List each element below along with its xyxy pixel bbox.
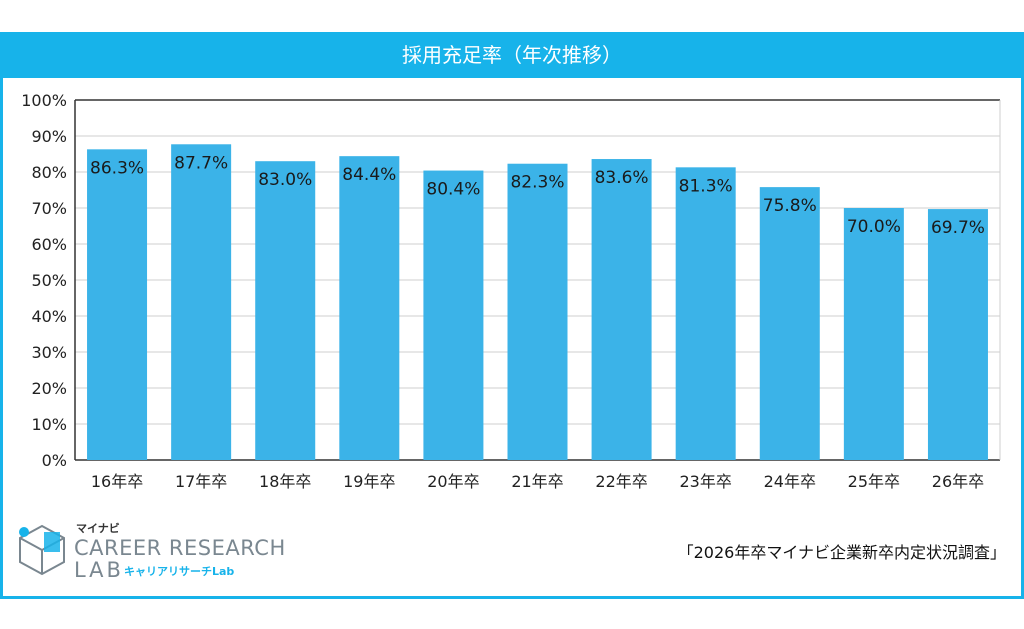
y-tick-label: 50% (31, 271, 67, 290)
bar (675, 167, 736, 460)
y-tick-label: 10% (31, 415, 67, 434)
y-tick-label: 20% (31, 379, 67, 398)
x-tick-label: 25年卒 (848, 472, 900, 491)
bar (255, 161, 316, 460)
y-tick-label: 90% (31, 127, 67, 146)
bar (423, 170, 484, 460)
bar (507, 163, 568, 460)
cube-logo-icon (19, 524, 65, 576)
x-tick-label: 26年卒 (932, 472, 984, 491)
bar (843, 208, 904, 460)
data-label: 75.8% (763, 196, 817, 216)
y-tick-label: 80% (31, 163, 67, 182)
x-tick-label: 19年卒 (343, 472, 395, 491)
data-label: 80.4% (426, 180, 480, 200)
y-tick-label: 0% (42, 451, 67, 470)
y-tick-label: 60% (31, 235, 67, 254)
x-tick-label: 20年卒 (427, 472, 479, 491)
x-tick-label: 16年卒 (91, 472, 143, 491)
bar (171, 144, 232, 460)
bar (339, 156, 400, 460)
bar (927, 209, 988, 460)
logo-line2: LAB (74, 558, 124, 582)
bar (759, 187, 820, 460)
x-tick-label: 24年卒 (764, 472, 816, 491)
data-label: 81.3% (679, 176, 733, 196)
x-tick-label: 17年卒 (175, 472, 227, 491)
x-tick-label: 22年卒 (595, 472, 647, 491)
data-label: 87.7% (174, 153, 228, 173)
logo-brand: マイナビ (76, 522, 120, 535)
x-tick-label: 21年卒 (511, 472, 563, 491)
data-label: 70.0% (847, 217, 901, 237)
bar (591, 159, 652, 461)
logo-line1: CAREER RESEARCH (74, 536, 286, 560)
y-tick-label: 40% (31, 307, 67, 326)
data-label: 69.7% (931, 218, 985, 238)
x-tick-label: 18年卒 (259, 472, 311, 491)
y-tick-label: 30% (31, 343, 67, 362)
data-label: 84.4% (342, 165, 396, 185)
source-note: 「2026年卒マイナビ企業新卒内定状況調査」 (677, 543, 1006, 562)
data-label: 82.3% (510, 173, 564, 193)
x-tick-label: 23年卒 (679, 472, 731, 491)
y-tick-label: 100% (21, 91, 67, 110)
y-tick-label: 70% (31, 199, 67, 218)
chart-title: 採用充足率（年次推移） (0, 32, 1024, 78)
logo: マイナビ CAREER RESEARCH LAB キャリアリサーチLab (14, 520, 285, 582)
data-label: 83.6% (595, 168, 649, 188)
data-label: 83.0% (258, 170, 312, 190)
bar (87, 149, 148, 460)
logo-subtitle: キャリアリサーチLab (124, 565, 235, 578)
data-label: 86.3% (90, 158, 144, 178)
